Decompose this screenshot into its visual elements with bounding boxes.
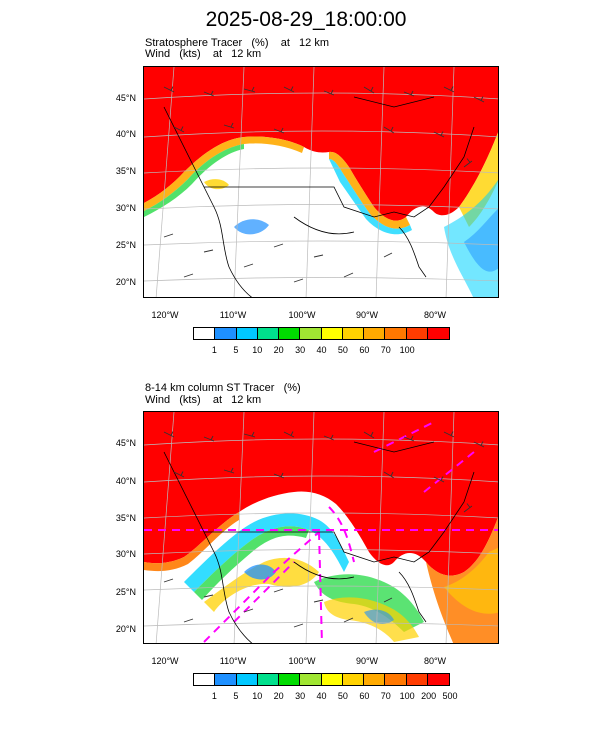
- colorbar-tick-label: 20: [273, 345, 284, 355]
- colorbar-tick-label: 60: [359, 345, 370, 355]
- colorbar-tick-label: 5: [233, 691, 239, 701]
- colorbar-swatch: [385, 328, 407, 339]
- colorbar-tick-label: 30: [295, 691, 306, 701]
- panel1-lon-label-110: 110°W: [219, 310, 247, 320]
- colorbar-swatch: [236, 674, 258, 685]
- colorbar-tick-label: 500: [442, 691, 458, 701]
- panel2-map: [143, 411, 499, 644]
- panel2-wind-barbs: [163, 431, 485, 628]
- colorbar-tick-label: 20: [273, 691, 284, 701]
- colorbar-swatch: [194, 328, 216, 339]
- panel1-lon-label-90: 90°W: [355, 310, 379, 320]
- colorbar-tick-label: 5: [233, 345, 239, 355]
- colorbar-swatch: [194, 674, 216, 685]
- panel1-lon-label-80: 80°W: [423, 310, 447, 320]
- colorbar-tick-label: 1: [211, 345, 217, 355]
- colorbar-swatch: [427, 674, 449, 685]
- colorbar-swatch: [300, 328, 322, 339]
- panel1-lat-label-25: 25°N: [115, 240, 136, 250]
- colorbar-tick-label: 10: [252, 691, 263, 701]
- panel2-red-region: [144, 412, 498, 576]
- panel1-lat-label-20: 20°N: [115, 277, 136, 287]
- panel2-lon-label-120: 120°W: [151, 656, 179, 666]
- colorbar-tick-label: 40: [316, 345, 327, 355]
- panel2-lon-label-90: 90°W: [355, 656, 379, 666]
- colorbar-swatch: [342, 328, 364, 339]
- colorbar-tick-label: 70: [380, 691, 391, 701]
- colorbar-swatch: [342, 674, 364, 685]
- panel2-lon-label-100: 100°W: [288, 656, 316, 666]
- colorbar-swatch: [279, 674, 301, 685]
- colorbar-swatch: [406, 674, 428, 685]
- colorbar-swatch: [385, 674, 407, 685]
- panel1-caption-line2: Wind (kts) at 12 km: [145, 48, 262, 60]
- colorbar-tick-label: 200: [421, 691, 437, 701]
- colorbar-tick-label: 40: [316, 691, 327, 701]
- colorbar-tick-label: 30: [295, 345, 306, 355]
- colorbar-swatch: [257, 674, 279, 685]
- colorbar-tick-label: 50: [337, 345, 348, 355]
- colorbar-tick-label: 100: [399, 691, 415, 701]
- panel2-lat-label-30: 30°N: [115, 549, 136, 559]
- panel1-wind-barbs: [163, 86, 485, 283]
- panel2-lat-label-20: 20°N: [115, 624, 136, 634]
- panel2-lat-label-40: 40°N: [115, 476, 136, 486]
- panel1-lat-label-30: 30°N: [115, 203, 136, 213]
- colorbar-tick-label: 10: [252, 345, 263, 355]
- panel1-lon-label-100: 100°W: [288, 310, 316, 320]
- panel2-colorbar: [193, 673, 450, 686]
- colorbar-swatch: [427, 328, 449, 339]
- colorbar-swatch: [300, 674, 322, 685]
- panel2-lat-label-25: 25°N: [115, 587, 136, 597]
- panel2-lat-label-45: 45°N: [115, 438, 136, 448]
- colorbar-swatch: [321, 674, 343, 685]
- panel1-lat-label-35: 35°N: [115, 166, 136, 176]
- panel1-red-region: [144, 67, 498, 221]
- panel2-lon-label-80: 80°W: [423, 656, 447, 666]
- colorbar-swatch: [406, 328, 428, 339]
- colorbar-tick-label: 50: [337, 691, 348, 701]
- panel2-caption-line2: Wind (kts) at 12 km: [145, 394, 262, 406]
- colorbar-tick-label: 1: [211, 691, 217, 701]
- colorbar-swatch: [257, 328, 279, 339]
- colorbar-swatch: [279, 328, 301, 339]
- colorbar-swatch: [364, 674, 386, 685]
- colorbar-tick-label: 70: [380, 345, 391, 355]
- colorbar-tick-label: 100: [399, 345, 415, 355]
- panel1-lon-label-120: 120°W: [151, 310, 179, 320]
- colorbar-swatch: [215, 328, 237, 339]
- main-title: 2025-08-29_18:00:00: [205, 8, 407, 31]
- panel1-lat-label-45: 45°N: [115, 93, 136, 103]
- panel1-map: [143, 66, 499, 298]
- colorbar-tick-label: 60: [359, 691, 370, 701]
- panel1-caption-line1: Stratosphere Tracer (%) at 12 km: [145, 37, 330, 49]
- colorbar-swatch: [236, 328, 258, 339]
- panel1-colorbar: [193, 327, 450, 340]
- panel2-lat-label-35: 35°N: [115, 513, 136, 523]
- colorbar-swatch: [215, 674, 237, 685]
- colorbar-swatch: [364, 328, 386, 339]
- panel2-caption-line1: 8-14 km column ST Tracer (%): [145, 382, 301, 394]
- panel1-lat-label-40: 40°N: [115, 129, 136, 139]
- colorbar-swatch: [321, 328, 343, 339]
- panel2-lon-label-110: 110°W: [219, 656, 247, 666]
